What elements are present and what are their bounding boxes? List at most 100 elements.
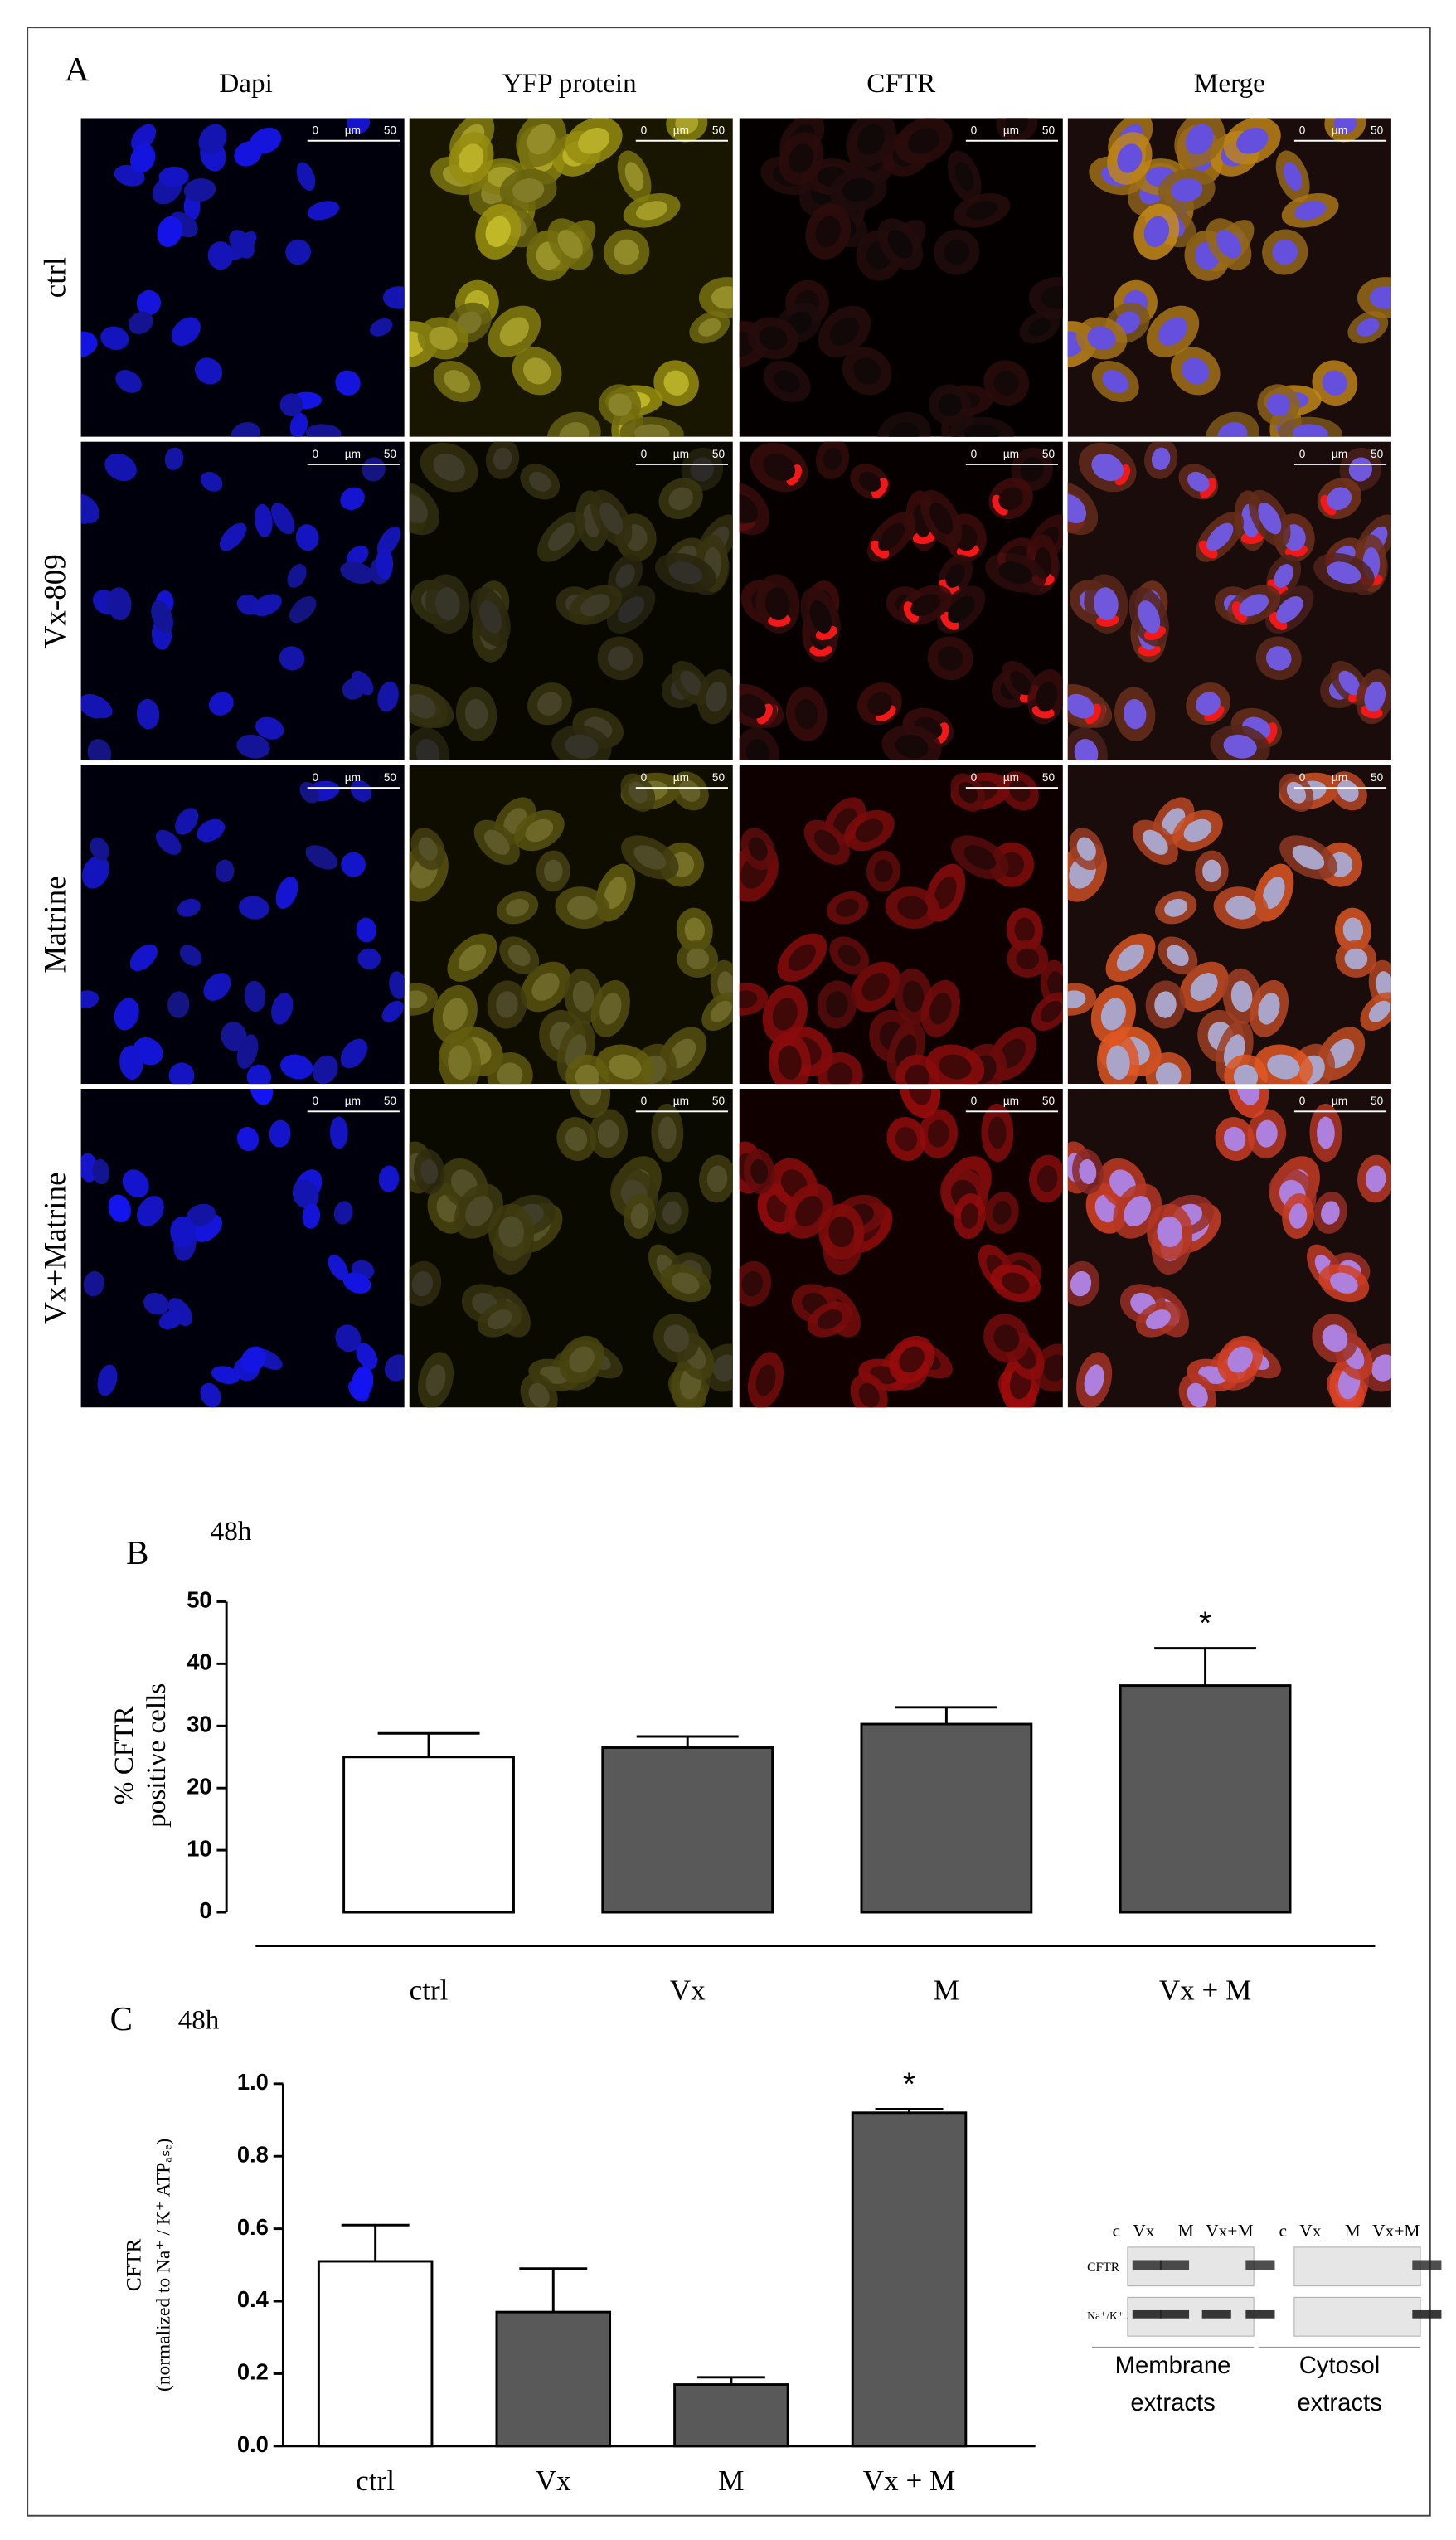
nucleus [615,564,635,588]
nucleus [80,693,108,719]
nucleus [493,447,512,470]
micrograph: 0 µm 50 [409,765,733,1085]
nucleus [255,716,284,740]
nucleus [231,422,261,437]
nucleus [1041,286,1063,309]
nucleus [352,670,374,696]
nucleus [1292,845,1325,870]
nucleus [418,837,438,861]
nucleus [1225,896,1256,920]
nucleus [858,1382,880,1408]
scale-bar-start: 0 [1299,448,1306,460]
blot-lane-label: c [1113,2221,1121,2241]
nucleus [557,230,583,259]
nucleus [250,1088,274,1105]
nucleus [347,118,371,134]
nucleus [788,944,816,971]
nucleus [874,859,893,883]
nucleus [998,561,1033,584]
scale-bar-start: 0 [971,448,978,460]
nucleus [114,998,139,1031]
nucleus [895,734,929,759]
nucleus [341,852,366,877]
nucleus [435,587,460,621]
blot-band [1245,2309,1275,2319]
nucleus [1087,326,1116,350]
nucleus [565,1126,588,1152]
nucleus [559,422,590,437]
nucleus [200,1382,221,1408]
scale-bar-start: 0 [313,124,319,137]
bar [851,2111,968,2448]
blot-band [1159,2309,1190,2319]
bar [495,2310,612,2448]
nucleus [289,596,317,624]
nucleus [795,1196,823,1226]
nucleus [774,370,800,393]
scale-bar-end: 50 [712,771,726,784]
nucleus [1370,286,1391,309]
scale-bar-start: 0 [971,1095,978,1107]
micrograph: 0 µm 50 [409,441,733,760]
nucleus [307,201,340,221]
nucleus [409,493,428,524]
scale-bar-end: 50 [712,124,726,137]
nucleus [1206,522,1234,551]
nucleus [938,393,962,417]
scale-bar-start: 0 [641,771,648,784]
nucleus [965,201,998,221]
nucleus [633,845,667,870]
nucleus [170,1216,196,1248]
nucleus [855,818,884,843]
nucleus [537,692,562,716]
nucleus [244,980,266,1013]
nucleus [1116,944,1145,971]
nucleus [531,973,560,1001]
nucleus [853,357,881,385]
nucleus [1143,216,1170,247]
nucleus [287,564,307,588]
nucleus [630,1203,649,1229]
micrograph: 0 µm 50 [80,441,405,760]
nucleus [1106,1045,1130,1080]
micrograph: 0 µm 50 [409,118,733,437]
nucleus [662,1201,682,1225]
nucleus [690,457,714,482]
nucleus [239,896,269,920]
nucleus [604,877,627,909]
nucleus [836,898,859,917]
nucleus [663,370,689,396]
nucleus [1292,424,1328,437]
nucleus [706,681,727,712]
bar [601,1746,774,1914]
scale-bar-end: 50 [712,1095,726,1107]
nucleus [867,692,892,716]
nucleus [1317,1116,1335,1149]
y-axis-label: (normalized to Na⁺ / K⁺ ATPₐₛₑ) [153,2139,174,2392]
nucleus [1014,917,1035,943]
scale-bar-unit: µm [345,1095,361,1107]
nucleus [335,1324,362,1353]
nucleus [837,945,861,966]
significance-marker: * [1199,1606,1211,1642]
blot-band [1159,2260,1190,2270]
blot-band [1201,2309,1231,2319]
y-tick-label: 0.2 [237,2359,269,2385]
nucleus [1327,561,1361,584]
scale-bar-unit: µm [673,448,689,460]
nucleus [1227,1346,1253,1373]
nucleus [597,1119,619,1148]
nucleus [1272,239,1298,265]
nucleus [523,357,551,385]
nucleus [485,216,511,247]
nucleus [712,1354,733,1382]
y-axis-label: positive cells [141,1683,172,1828]
nucleus [817,1309,842,1330]
nucleus [512,178,545,202]
nucleus [543,859,563,883]
micrograph: 0 µm 50 [80,765,405,1085]
nucleus [1283,162,1303,192]
blot-band [1412,2309,1442,2319]
nucleus [857,124,886,155]
nucleus [496,991,518,1018]
